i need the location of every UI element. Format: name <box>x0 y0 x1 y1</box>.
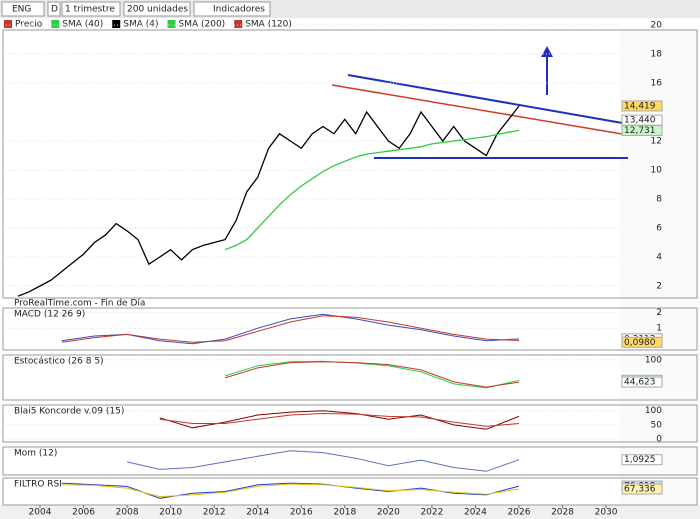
series-line <box>159 412 520 427</box>
y-tick-label: 18 <box>651 50 663 60</box>
trendline <box>347 74 629 125</box>
y-tick-label: 8 <box>656 195 662 205</box>
time-axis <box>0 505 700 519</box>
period-box[interactable] <box>61 1 121 17</box>
panel-title: Blai5 Koncorde v.09 (15) <box>14 407 124 417</box>
x-tick-label: 2018 <box>333 508 356 518</box>
series-line <box>61 313 520 345</box>
period: 1 trimestre <box>65 5 115 15</box>
y-tick-label: 10 <box>651 166 663 176</box>
units: 200 unidades <box>127 5 188 15</box>
y-tick-label: 4 <box>656 252 662 262</box>
y-tick-label: 6 <box>656 223 662 233</box>
y-tick-label: 12 <box>651 137 662 147</box>
legend-label: SMA (4) <box>123 20 158 30</box>
panel-title: FILTRO RSI <box>14 480 62 490</box>
arrow-head <box>541 46 553 57</box>
panel-frame <box>2 404 698 443</box>
x-tick-label: 2022 <box>420 508 443 518</box>
legend-swatch <box>4 20 12 28</box>
panel-title: MACD (12 26 9) <box>14 310 85 320</box>
x-tick-label: 2026 <box>508 508 531 518</box>
price-label: 0,0980 <box>624 338 656 348</box>
series-line <box>224 361 520 388</box>
panel-frame <box>2 307 698 351</box>
y-tick-label: 50 <box>651 420 663 430</box>
price-label: 67,336 <box>624 485 656 495</box>
price-label: 13,440 <box>624 116 656 126</box>
trendline <box>331 84 629 136</box>
series-line <box>61 315 520 343</box>
indicators: Indicadores <box>213 5 265 15</box>
series-line <box>17 105 520 297</box>
legend-label: SMA (40) <box>62 20 103 30</box>
ticker: ENG <box>12 5 31 15</box>
price-label: 44,623 <box>624 378 656 388</box>
legend-swatch <box>167 20 176 28</box>
y-tick-label: 100 <box>645 355 662 365</box>
y-tick-label: 16 <box>651 79 663 89</box>
legend-swatch <box>234 20 243 28</box>
x-tick-label: 2004 <box>29 508 52 518</box>
y-tick-label: 2 <box>656 281 662 291</box>
legend-swatch <box>112 20 121 28</box>
price-label: 12,731 <box>624 126 656 136</box>
price-label-box <box>621 336 663 348</box>
panel-frame <box>2 446 698 476</box>
x-tick-label: 2008 <box>116 508 139 518</box>
price-label: 14,419 <box>624 101 656 111</box>
units-box[interactable] <box>123 1 191 17</box>
series-line <box>61 483 520 498</box>
mode: D <box>51 5 58 15</box>
panel-frame <box>2 354 698 401</box>
series-line <box>224 129 520 251</box>
ticker-box[interactable] <box>1 1 45 17</box>
x-tick-label: 2014 <box>246 508 269 518</box>
y-tick-label: 100 <box>645 406 662 416</box>
price-label-box <box>621 124 663 136</box>
x-tick-label: 2016 <box>290 508 313 518</box>
series-line <box>61 482 520 499</box>
panel-title: ProRealTime.com - Fin de Día <box>14 299 145 309</box>
legend-swatch <box>51 20 60 28</box>
x-tick-label: 2028 <box>551 508 574 518</box>
legend-label: Precio <box>15 20 43 30</box>
price-label: 1,0925 <box>624 455 656 465</box>
x-tick-label: 2012 <box>203 508 226 518</box>
series-line <box>224 360 520 389</box>
x-tick-label: 2024 <box>464 508 487 518</box>
x-tick-label: 2010 <box>159 508 182 518</box>
x-tick-label: 2030 <box>595 508 618 518</box>
mode-box[interactable] <box>47 1 61 17</box>
series-line <box>126 450 520 472</box>
legend-label: SMA (120) <box>245 20 292 30</box>
price-label-box <box>621 100 663 112</box>
y-tick-label: 0 <box>656 435 662 445</box>
indicators-box[interactable] <box>193 1 271 17</box>
x-tick-label: 2006 <box>72 508 95 518</box>
price-label-box <box>621 376 663 388</box>
price-label-box <box>621 454 663 466</box>
price-label-box <box>621 483 663 495</box>
panel-title: Estocástico (26 8 5) <box>14 357 104 367</box>
x-tick-label: 2020 <box>377 508 400 518</box>
y-tick-label: 2 <box>656 308 662 318</box>
panel-frame <box>2 477 698 506</box>
panel-frame <box>2 29 698 299</box>
y-tick-label: 1 <box>656 324 662 334</box>
panel-title: Mom (12) <box>14 449 57 459</box>
legend-label: SMA (200) <box>179 20 226 30</box>
y-tick-label: 20 <box>651 21 663 31</box>
